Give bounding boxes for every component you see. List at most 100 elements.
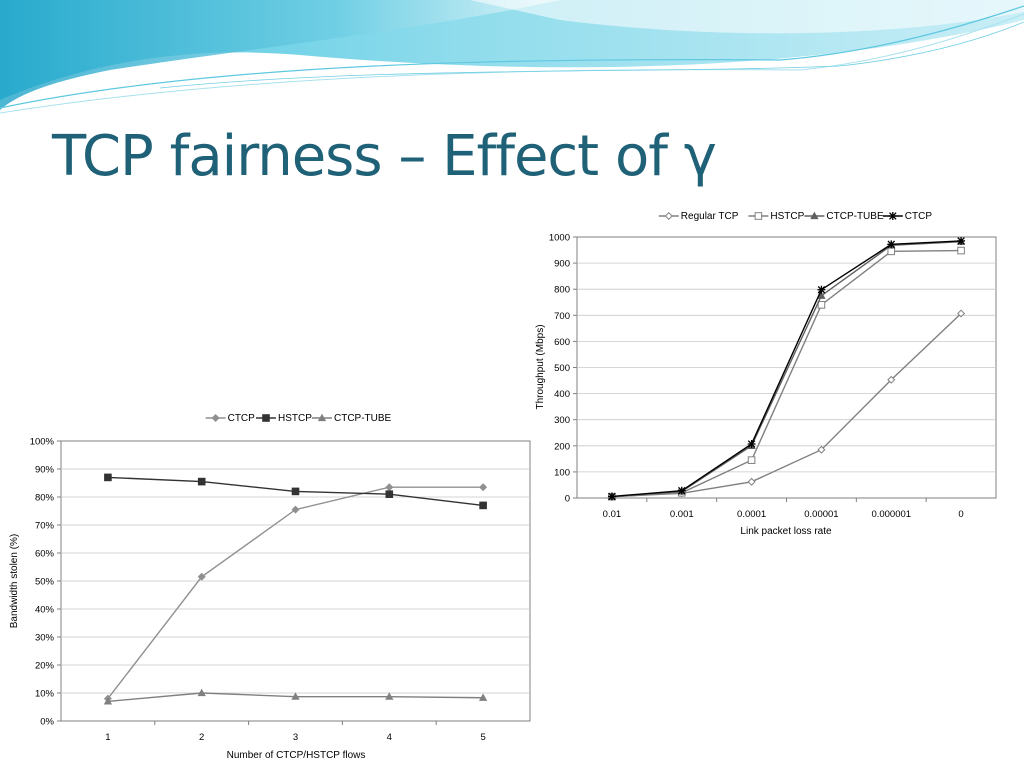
data-point-regular-tcp — [817, 445, 826, 454]
y-tick-label: 900 — [554, 259, 570, 270]
x-tick-label: 3 — [293, 732, 298, 743]
data-point-ctcp — [957, 236, 966, 245]
legend: CTCP HSTCP CTCP-TUBE — [205, 413, 392, 424]
y-tick-label: 400 — [554, 389, 570, 400]
x-tick-label: 0.001 — [670, 509, 694, 520]
y-tick-label: 100% — [30, 437, 55, 448]
data-point-ctcp-tube — [197, 688, 206, 697]
gridlines — [573, 236, 996, 502]
y-tick-label: 600 — [554, 337, 570, 348]
y-tick-label: 100 — [554, 467, 570, 478]
legend-item-ctcp: CTCP — [882, 211, 932, 222]
legend-label: CTCP-TUBE — [334, 413, 392, 424]
data-point-hstcp — [291, 487, 300, 496]
x-tick-labels: 0.01 0.001 0.0001 0.00001 0.000001 0 — [603, 509, 964, 520]
x-axis-label: Number of CTCP/HSTCP flows — [227, 750, 366, 761]
header-banner — [0, 0, 1024, 114]
data-point-ctcp-tube — [385, 692, 394, 700]
y-tick-label: 700 — [554, 311, 570, 322]
y-axis-label: Bandwidth stolen (%) — [9, 534, 20, 629]
legend-marker — [888, 212, 897, 220]
y-tick-labels: 0 100 200 300 400 500 600 700 800 900 1000 — [549, 233, 570, 505]
banner-wave-front — [0, 0, 560, 110]
data-point-ctcp — [291, 505, 300, 514]
legend-marker — [211, 413, 220, 423]
y-tick-label: 800 — [554, 285, 570, 296]
y-axis-label: Throughput (Mbps) — [535, 324, 546, 409]
y-tick-label: 1000 — [549, 233, 570, 244]
y-tick-label: 30% — [35, 633, 55, 644]
y-tick-label: 20% — [35, 661, 55, 672]
x-tick-label: 4 — [387, 732, 392, 743]
x-tick-label: 2 — [199, 732, 204, 743]
legend-label: Regular TCP — [681, 211, 739, 222]
legend-item-regular-tcp: Regular TCP — [658, 211, 739, 222]
banner-line-1 — [0, 5, 1024, 109]
banner-line-3 — [159, 21, 1024, 89]
series-group — [103, 473, 488, 705]
y-tick-label: 0 — [565, 494, 570, 505]
data-point-hstcp — [479, 501, 487, 510]
legend-marker — [754, 212, 763, 220]
data-point-regular-tcp — [887, 375, 896, 384]
data-point-ctcp — [817, 285, 826, 294]
x-tick-label: 0.01 — [603, 509, 622, 520]
y-tick-label: 70% — [35, 521, 55, 532]
legend-item-ctcp-tube: CTCP-TUBE — [312, 413, 392, 424]
series-line-hstcp — [611, 249, 962, 498]
series-group — [607, 236, 966, 501]
data-point-hstcp — [887, 247, 896, 256]
data-point-ctcp-tube — [478, 693, 488, 701]
data-point-ctcp — [479, 483, 488, 492]
y-tick-label: 10% — [35, 689, 55, 700]
legend-label: HSTCP — [770, 211, 804, 222]
data-point-regular-tcp — [747, 477, 756, 486]
legend-item-hstcp: HSTCP — [748, 211, 805, 222]
data-point-regular-tcp — [957, 309, 966, 318]
slide-title: TCP fairness – Effect of γ — [52, 124, 717, 189]
data-point-ctcp — [607, 492, 616, 501]
legend-item-hstcp: HSTCP — [256, 413, 312, 424]
x-tick-label: 5 — [480, 732, 485, 743]
y-tick-label: 300 — [554, 415, 570, 426]
data-point-ctcp — [887, 240, 896, 249]
series-line-ctcp — [611, 240, 962, 498]
legend-marker — [664, 211, 673, 221]
y-tick-label: 60% — [35, 549, 55, 560]
data-point-hstcp — [104, 473, 112, 482]
data-point-hstcp — [747, 456, 756, 464]
series-ctcp — [607, 236, 966, 501]
legend-item-ctcp-tube: CTCP-TUBE — [804, 211, 884, 222]
x-tick-label: 0 — [958, 509, 963, 520]
x-axis-label: Link packet loss rate — [740, 526, 832, 537]
y-tick-label: 200 — [554, 441, 570, 452]
y-tick-label: 40% — [35, 605, 55, 616]
data-point-hstcp — [385, 490, 394, 499]
data-point-ctcp — [747, 440, 756, 448]
banner-wave-light — [470, 0, 1024, 34]
legend-marker — [262, 414, 270, 422]
y-tick-label: 50% — [35, 577, 55, 588]
x-tick-label: 1 — [105, 732, 110, 743]
x-tick-label: 0.000001 — [871, 509, 911, 520]
legend-marker — [810, 211, 819, 220]
data-point-hstcp — [197, 477, 206, 486]
data-point-hstcp — [957, 246, 965, 255]
y-tick-labels: 0% 10% 20% 30% 40% 50% 60% 70% 80% 90% 100% — [30, 437, 55, 728]
data-point-ctcp-tube — [817, 291, 826, 299]
legend-marker — [317, 413, 327, 422]
data-point-ctcp — [677, 486, 686, 495]
y-tick-label: 0% — [40, 717, 54, 728]
x-tick-label: 0.0001 — [737, 509, 766, 520]
x-tick-labels: 1 2 3 4 5 — [105, 732, 485, 743]
y-tick-label: 90% — [35, 465, 55, 476]
y-tick-label: 500 — [554, 363, 570, 374]
data-point-ctcp-tube — [103, 697, 113, 705]
legend-item-ctcp: CTCP — [205, 413, 256, 424]
series-ctcp-tube — [103, 688, 488, 705]
legend-label: CTCP — [228, 413, 256, 424]
gridlines — [57, 440, 530, 725]
x-tick-label: 0.00001 — [804, 509, 838, 520]
